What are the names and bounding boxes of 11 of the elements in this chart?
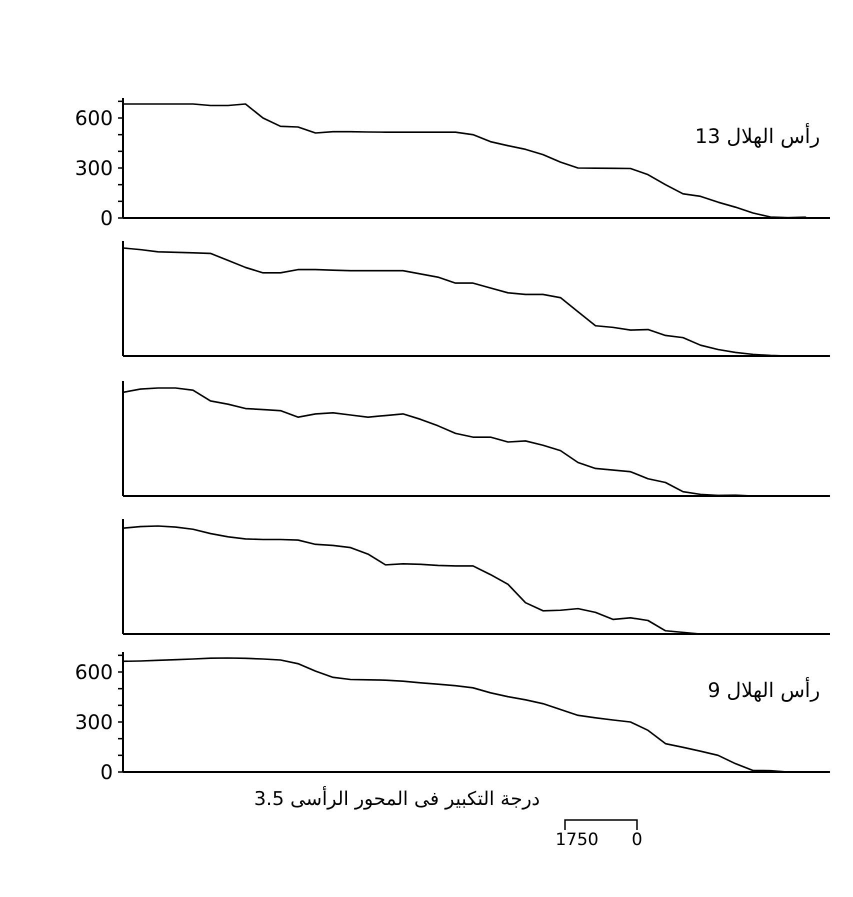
text: 0	[632, 830, 642, 850]
y-tick-label: 0	[100, 760, 113, 784]
y-tick-label: 300	[74, 710, 113, 734]
y-tick-label: 0	[100, 206, 113, 230]
annotation: رأس الهلال 13	[694, 123, 820, 148]
y-tick-label: 600	[74, 660, 113, 684]
annotation: رأس الهلال 9	[708, 677, 820, 702]
y-tick-label: 300	[74, 156, 113, 180]
text: درجة التكبير فى المحور الرأسى 3.5	[254, 786, 540, 810]
y-tick-label: 600	[74, 106, 113, 130]
text: 1750	[555, 830, 599, 850]
